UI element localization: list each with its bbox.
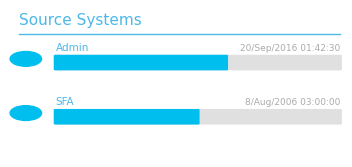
- Circle shape: [10, 106, 42, 120]
- FancyBboxPatch shape: [54, 55, 342, 70]
- Text: Source Systems: Source Systems: [19, 13, 142, 28]
- Text: 20/Sep/2016 01:42:30: 20/Sep/2016 01:42:30: [240, 44, 340, 53]
- Circle shape: [10, 51, 42, 66]
- Text: Admin: Admin: [56, 43, 89, 53]
- FancyBboxPatch shape: [54, 109, 200, 125]
- FancyBboxPatch shape: [54, 55, 228, 70]
- Text: 8/Aug/2006 03:00:00: 8/Aug/2006 03:00:00: [245, 98, 340, 107]
- FancyBboxPatch shape: [54, 109, 342, 125]
- Text: SFA: SFA: [56, 97, 74, 107]
